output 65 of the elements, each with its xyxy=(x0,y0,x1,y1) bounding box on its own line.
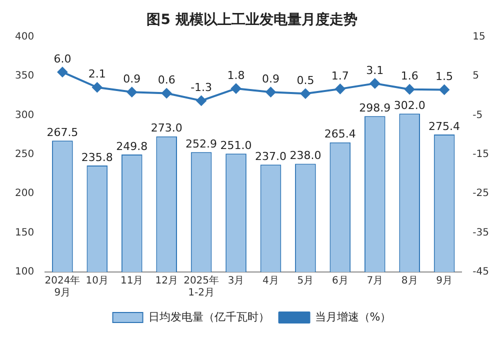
point xyxy=(231,84,242,94)
x-tick-label: 2025年 1-2月 xyxy=(184,274,220,299)
point xyxy=(439,84,450,95)
x-tick-label: 7月 xyxy=(366,276,384,287)
point xyxy=(335,84,346,94)
x-tick-label: 4月 xyxy=(262,276,279,287)
x-tick-label: 6月 xyxy=(332,276,348,287)
data-label: 6.0 xyxy=(54,52,72,66)
data-label: 265.4 xyxy=(324,128,356,141)
y-tick-label: 150 xyxy=(14,227,34,238)
legend-label: 日均发电量（亿千瓦时） xyxy=(148,310,270,324)
data-label: 267.5 xyxy=(46,126,78,140)
data-label: 0.6 xyxy=(158,74,176,87)
x-tick-label: 9月 xyxy=(436,276,452,287)
y-tick-label: 100 xyxy=(14,266,34,278)
data-label: 251.0 xyxy=(220,138,252,152)
y-tick-label: 200 xyxy=(14,188,34,200)
y2-tick-label: -15 xyxy=(472,148,490,160)
data-label: 252.9 xyxy=(186,137,218,150)
data-label: 0.9 xyxy=(123,72,141,86)
x-tick-label: 3月 xyxy=(228,276,244,287)
y2-tick-label: -5 xyxy=(472,110,483,121)
point xyxy=(126,87,137,98)
data-label: 1.5 xyxy=(436,70,454,84)
data-label: 3.1 xyxy=(366,64,384,77)
data-label: 0.5 xyxy=(296,74,314,87)
data-label: 237.0 xyxy=(254,150,286,163)
x-tick-label: 8月 xyxy=(401,276,418,287)
point xyxy=(162,88,172,98)
x-tick-label: 10月 xyxy=(86,276,109,287)
point xyxy=(57,67,68,78)
point xyxy=(370,78,380,88)
data-label: -1.3 xyxy=(190,81,212,94)
data-label: 302.0 xyxy=(394,98,426,112)
chart-title: 图5 规模以上工业发电量月度走势 xyxy=(146,11,358,28)
data-label: 238.0 xyxy=(290,149,322,162)
x-tick-label: 2024年 9月 xyxy=(44,274,80,299)
x-tick-label: 11月 xyxy=(120,276,144,287)
y-tick-label: 350 xyxy=(14,70,34,82)
y2-tick-label: -45 xyxy=(472,266,490,278)
data-label: 275.4 xyxy=(428,120,460,133)
point xyxy=(196,96,206,106)
data-label: 0.9 xyxy=(262,72,280,86)
y-tick-label: 250 xyxy=(14,148,34,160)
data-label: 235.8 xyxy=(81,150,113,164)
y-tick-label: 300 xyxy=(14,110,34,121)
data-label: 273.0 xyxy=(150,122,182,135)
data-label: 2.1 xyxy=(88,68,106,81)
y-tick-label: 400 xyxy=(14,31,34,42)
x-tick-label: 5月 xyxy=(297,276,314,287)
point xyxy=(92,82,102,92)
y2-tick-label: -25 xyxy=(472,188,490,200)
data-label: 1.6 xyxy=(400,70,418,83)
data-label: 1.8 xyxy=(227,68,245,82)
data-label: 1.7 xyxy=(331,69,349,82)
x-tick-label: 12月 xyxy=(155,276,178,287)
y2-tick-label: 5 xyxy=(472,70,480,82)
data-label: 249.8 xyxy=(116,140,148,153)
data-label: 298.9 xyxy=(359,101,391,114)
y2-tick-label: -35 xyxy=(472,227,490,238)
legend-label: 当月增速（%） xyxy=(314,310,392,324)
y2-tick-label: 15 xyxy=(472,31,486,42)
point xyxy=(404,84,415,94)
point xyxy=(266,87,276,98)
point xyxy=(300,88,310,99)
